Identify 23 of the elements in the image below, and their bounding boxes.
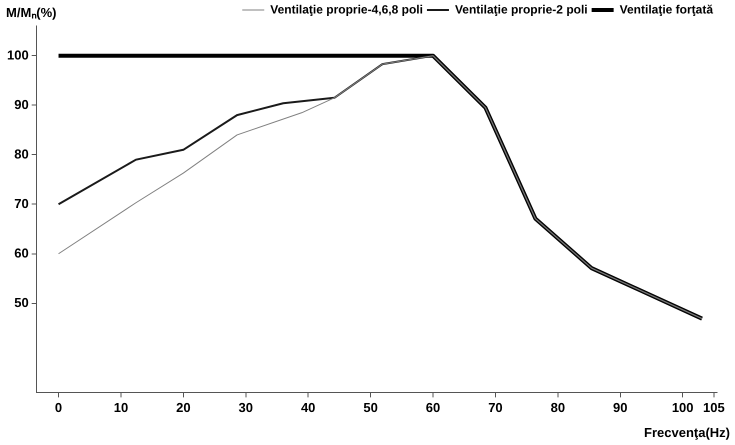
y-tick-label: 90	[14, 96, 29, 112]
legend-label: Ventilaţie proprie-4,6,8 poli	[270, 2, 423, 16]
y-tick-label: 50	[14, 294, 29, 310]
x-axis-title: Frecvenţa(Hz)	[644, 425, 730, 440]
x-tick-label: 20	[176, 400, 191, 415]
legend-label: Ventilaţie forţată	[620, 2, 714, 16]
y-tick-label: 80	[14, 146, 29, 162]
x-tick-label: 30	[238, 400, 254, 415]
x-tick-label: 40	[300, 400, 316, 415]
x-tick-label: 60	[426, 400, 440, 415]
x-tick-label: 80	[550, 400, 566, 415]
x-tick-label: 10	[114, 400, 128, 415]
x-tick-label: 70	[488, 400, 503, 415]
y-tick-label: 70	[14, 196, 29, 211]
x-tick-label: 100	[672, 400, 694, 415]
x-tick-label: 0	[54, 400, 62, 415]
x-tick-label: 90	[613, 400, 628, 415]
y-axis-title: M/Mₙ(%)	[6, 5, 56, 20]
x-tick-label: 105	[703, 400, 725, 415]
legend-label: Ventilaţie proprie-2 poli	[454, 2, 588, 16]
y-tick-label: 100	[6, 47, 29, 62]
y-tick-label: 60	[14, 245, 29, 260]
x-tick-label: 50	[363, 400, 378, 415]
